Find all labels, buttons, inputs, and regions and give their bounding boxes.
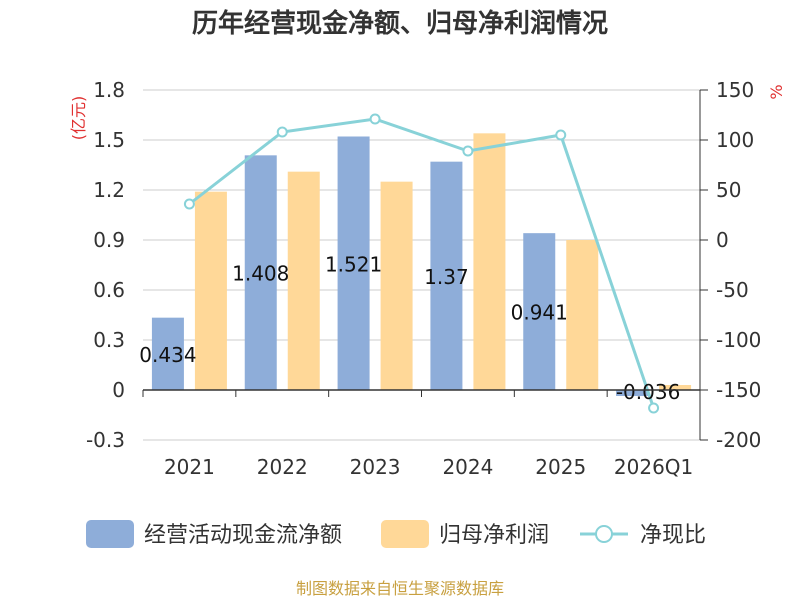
data-label-2022: 1.408 <box>232 262 289 286</box>
bar-cashflow-2024 <box>430 161 463 390</box>
data-label-2024: 1.37 <box>424 265 469 289</box>
left-axis: 1.8 1.5 1.2 0.9 0.6 0.3 0 -0.3 (亿元) <box>69 78 125 452</box>
right-tick-label: 100 <box>716 128 754 152</box>
data-labels: 0.434 1.408 1.521 1.37 0.941 -0.036 <box>139 252 680 404</box>
bar-cashflow-2021 <box>151 317 184 390</box>
bar-profit-2025 <box>566 240 599 390</box>
source-note: 制图数据来自恒生聚源数据库 <box>296 579 504 598</box>
x-tick-label: 2021 <box>164 455 215 479</box>
right-tick-label: 150 <box>716 78 754 102</box>
x-tick-label: 2026Q1 <box>614 455 693 479</box>
legend-marker-ratio <box>595 525 613 543</box>
left-tick-label: 0 <box>112 378 125 402</box>
x-axis: 2021 2022 2023 2024 2025 2026Q1 <box>142 389 701 479</box>
point-ratio-2024 <box>462 145 474 157</box>
right-axis: 150 100 50 0 -50 -100 -150 -200% <box>699 78 786 452</box>
point-ratio-2021 <box>183 198 195 210</box>
legend-swatch-cashflow <box>86 520 134 548</box>
point-ratio-2022 <box>276 126 288 138</box>
x-tick-label: 2024 <box>442 455 493 479</box>
right-tick-label: 0 <box>716 228 729 252</box>
left-tick-label: 0.6 <box>93 278 125 302</box>
bar-cashflow-2026Q1 <box>616 390 649 396</box>
left-tick-label: -0.3 <box>86 428 125 452</box>
bar-cashflow-2023 <box>337 136 370 390</box>
left-tick-label: 0.3 <box>93 328 125 352</box>
right-tick-label: -150 <box>716 378 761 402</box>
bar-cashflow-2022 <box>244 155 277 390</box>
legend-swatch-profit <box>381 520 429 548</box>
data-label-2025: 0.941 <box>511 301 568 325</box>
right-axis-unit: % <box>767 84 786 99</box>
legend-label-ratio: 净现比 <box>640 523 706 548</box>
left-tick-label: 1.8 <box>93 78 125 102</box>
bar-profit-2022 <box>287 171 320 390</box>
data-label-2023: 1.521 <box>325 252 382 276</box>
bar-profit-2026Q1 <box>659 385 692 390</box>
point-ratio-2026Q1 <box>648 402 660 414</box>
left-axis-unit: (亿元) <box>69 96 88 141</box>
chart-title: 历年经营现金净额、归母净利润情况 <box>192 8 608 39</box>
point-ratio-2025 <box>555 129 567 141</box>
x-tick-label: 2022 <box>257 455 308 479</box>
line-ratio <box>188 117 656 409</box>
point-ratio-2023 <box>369 113 381 125</box>
x-tick-label: 2023 <box>350 455 401 479</box>
right-tick-label: -100 <box>716 328 761 352</box>
legend-label-cashflow: 经营活动现金流净额 <box>144 523 342 548</box>
line-series <box>183 113 660 414</box>
data-label-2026Q1: -0.036 <box>616 380 680 404</box>
legend-label-profit: 归母净利润 <box>439 523 549 548</box>
bar-profit-2023 <box>380 181 413 390</box>
bar-profit-2021 <box>194 191 227 390</box>
bar-profit-2024 <box>473 133 506 391</box>
bar-cashflow-2025 <box>523 233 556 390</box>
right-tick-label: -200 <box>716 428 761 452</box>
x-tick-label: 2025 <box>535 455 586 479</box>
legend: 经营活动现金流净额 归母净利润 净现比 <box>86 520 706 548</box>
right-tick-label: -50 <box>716 278 749 302</box>
left-tick-label: 1.5 <box>93 128 125 152</box>
bar-series <box>151 133 692 396</box>
left-tick-label: 1.2 <box>93 178 125 202</box>
data-label-2021: 0.434 <box>139 343 196 367</box>
left-tick-label: 0.9 <box>93 228 125 252</box>
right-tick-label: 50 <box>716 178 741 202</box>
